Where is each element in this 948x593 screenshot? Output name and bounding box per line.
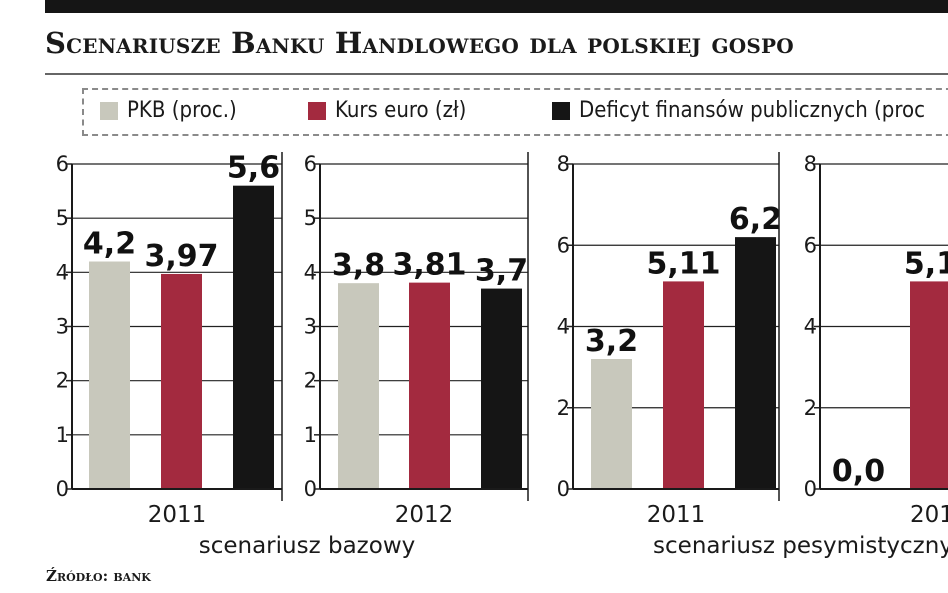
y-tick-label: 0 <box>56 477 69 501</box>
legend-label-deficyt: Deficyt finansów publicznych (proc <box>579 98 925 123</box>
bar <box>409 282 450 489</box>
y-tick-label: 4 <box>557 315 570 339</box>
data-label: 3,81 <box>392 248 466 283</box>
y-tick-label: 4 <box>56 260 69 284</box>
y-tick-label: 4 <box>304 260 317 284</box>
bar <box>663 281 704 489</box>
y-tick-label: 0 <box>804 477 817 501</box>
data-label: 6,2 <box>729 202 782 237</box>
data-label: 4,2 <box>83 227 136 262</box>
scenario-label: scenariusz bazowy <box>199 533 416 559</box>
y-tick-label: 1 <box>56 423 69 447</box>
bar <box>161 273 202 489</box>
bar <box>89 261 130 489</box>
bar <box>591 359 632 489</box>
bar <box>233 185 274 489</box>
legend-item-kurs: Kurs euro (zł) <box>308 98 466 123</box>
y-tick-label: 2 <box>557 396 570 420</box>
y-tick-label: 6 <box>557 233 570 257</box>
data-label: 5,1 <box>904 246 948 281</box>
y-tick-label: 0 <box>557 477 570 501</box>
y-tick-label: 4 <box>804 315 817 339</box>
x-category-label: 2012 <box>395 502 454 528</box>
legend-label-pkb: PKB (proc.) <box>127 98 237 123</box>
bar <box>338 283 379 489</box>
top-bar <box>45 0 948 13</box>
data-label: 3,7 <box>475 254 528 289</box>
bar <box>735 237 776 489</box>
data-label: 3,97 <box>144 239 218 274</box>
page-title: Scenariusze Banku Handlowego dla polskie… <box>45 26 794 60</box>
bar <box>910 281 948 489</box>
y-tick-label: 3 <box>56 315 69 339</box>
x-category-label: 201 <box>910 502 948 528</box>
y-tick-label: 2 <box>304 369 317 393</box>
x-category-label: 2011 <box>647 502 706 528</box>
scenario-label: scenariusz pesymistyczny <box>653 533 948 559</box>
y-tick-label: 0 <box>304 477 317 501</box>
y-tick-label: 2 <box>804 396 817 420</box>
y-tick-label: 1 <box>304 423 317 447</box>
legend-swatch-kurs <box>308 101 326 120</box>
y-tick-label: 6 <box>804 233 817 257</box>
bar <box>481 288 522 489</box>
y-tick-label: 8 <box>557 152 570 176</box>
y-tick-label: 6 <box>304 152 317 176</box>
data-label: 3,8 <box>332 248 385 283</box>
y-tick-label: 5 <box>304 206 317 230</box>
legend: PKB (proc.) Kurs euro (zł) Deficyt finan… <box>82 88 948 136</box>
legend-item-deficyt: Deficyt finansów publicznych (proc <box>552 98 925 123</box>
legend-label-kurs: Kurs euro (zł) <box>335 98 467 123</box>
data-label: 3,2 <box>585 324 638 359</box>
data-label: 0,0 <box>832 454 885 489</box>
legend-item-pkb: PKB (proc.) <box>100 98 237 123</box>
legend-swatch-pkb <box>100 101 118 120</box>
y-tick-label: 5 <box>56 206 69 230</box>
data-label: 5,6 <box>227 151 280 186</box>
y-tick-label: 2 <box>56 369 69 393</box>
source-note: Źródło: bank <box>46 567 151 585</box>
title-divider <box>45 73 948 75</box>
y-tick-label: 3 <box>304 315 317 339</box>
y-tick-label: 8 <box>804 152 817 176</box>
x-category-label: 2011 <box>148 502 207 528</box>
data-label: 5,11 <box>646 246 720 281</box>
legend-swatch-deficyt <box>552 101 570 120</box>
y-tick-label: 6 <box>56 152 69 176</box>
